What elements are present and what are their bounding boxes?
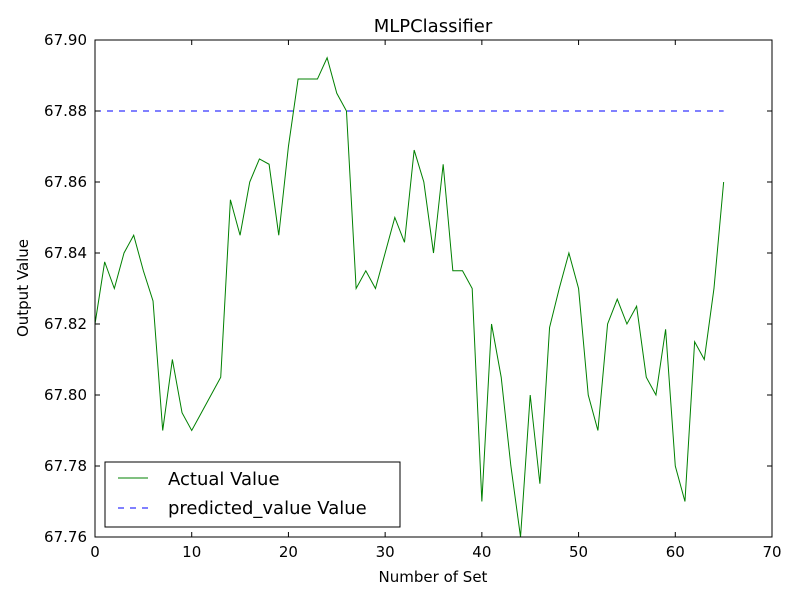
- series-line-actual: [94, 56, 725, 538]
- x-tick-label: 40: [472, 543, 491, 561]
- legend: Actual Value predicted_value Value: [104, 461, 401, 528]
- x-axis-label: Number of Set: [379, 568, 488, 586]
- x-tick-label: 70: [762, 543, 781, 561]
- y-tick-label: 67.80: [44, 386, 87, 404]
- chart-title: MLPClassifier: [374, 16, 493, 37]
- y-axis-label: Output Value: [14, 239, 32, 337]
- series-layer: [94, 56, 725, 538]
- x-tick-label: 10: [182, 543, 201, 561]
- y-tick-label: 67.86: [44, 173, 87, 191]
- x-tick-label: 30: [376, 543, 395, 561]
- ticks-layer: 0 10 20 30 40 50 60 70 67.76 67.78 67.80 67.82 67.84…: [44, 31, 782, 561]
- x-tick-label: 60: [666, 543, 685, 561]
- x-tick-label: 50: [569, 543, 588, 561]
- y-tick-label: 67.88: [44, 102, 87, 120]
- y-tick-label: 67.76: [44, 528, 87, 546]
- y-tick-label: 67.78: [44, 457, 87, 475]
- legend-label-predicted: predicted_value Value: [168, 498, 367, 519]
- y-tick-label: 67.82: [44, 315, 87, 333]
- legend-label-actual: Actual Value: [168, 469, 280, 490]
- x-tick-label: 20: [279, 543, 298, 561]
- y-tick-label: 67.90: [44, 31, 87, 49]
- legend-box: [104, 461, 401, 528]
- plot-frame: [94, 39, 773, 538]
- x-tick-label: 0: [90, 543, 100, 561]
- y-tick-label: 67.84: [44, 244, 87, 262]
